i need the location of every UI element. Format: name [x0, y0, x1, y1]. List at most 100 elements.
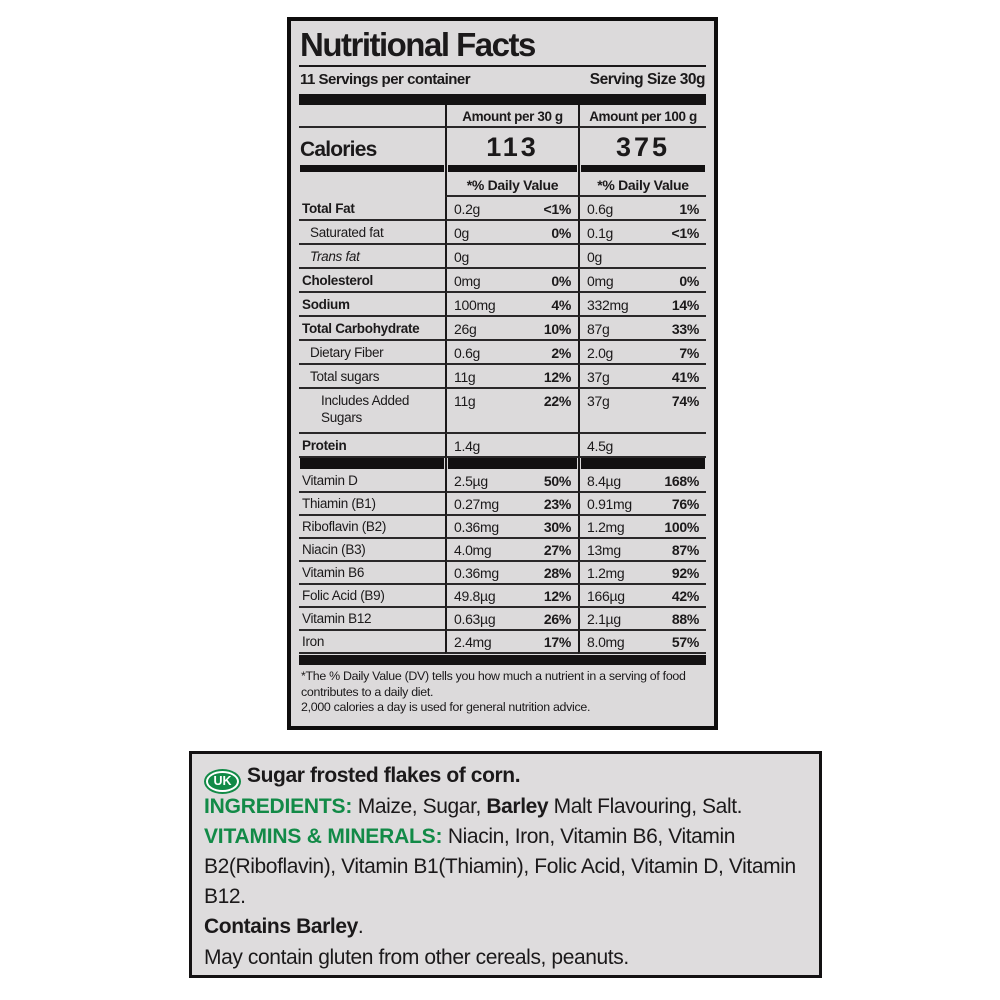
value-cell: 0.6g 2% — [445, 340, 578, 365]
nutrient-row: Saturated fat 0g 0% 0.1g <1% — [299, 220, 706, 245]
value-cell: 0.36mg 28% — [445, 561, 578, 585]
amount-value: 8.0mg — [587, 633, 625, 650]
footnote-divider-bar — [299, 654, 706, 665]
daily-value-percent: <1% — [671, 224, 699, 241]
row-label: Thiamin (B1) — [299, 493, 445, 516]
nutrient-row: Sodium 100mg 4% 332mg 14% — [299, 292, 706, 317]
daily-value-percent: 27% — [543, 541, 571, 558]
daily-value-percent: 0% — [551, 224, 571, 241]
amount-value: 0.36mg — [454, 564, 499, 581]
calories-divider-bar — [299, 164, 706, 173]
amount-value: 0.63µg — [454, 610, 496, 627]
daily-value-spacer — [299, 173, 445, 197]
value-cell: 4.0mg 27% — [445, 538, 578, 562]
header-divider-bar — [299, 93, 706, 105]
row-label: Sodium — [299, 293, 445, 317]
value-cell: 0mg 0% — [445, 268, 578, 293]
vitamin-row: Vitamin B12 0.63µg 26% 2.1µg 88% — [299, 607, 706, 631]
daily-value-percent: 0% — [551, 272, 571, 289]
amount-value: 2.5µg — [454, 472, 488, 489]
daily-value-percent: 22% — [543, 392, 571, 409]
nutrient-row: Dietary Fiber 0.6g 2% 2.0g 7% — [299, 340, 706, 365]
footnote-calories: 2,000 calories a day is used for general… — [301, 700, 591, 715]
row-label: Total Carbohydrate — [299, 317, 445, 341]
daily-value-header-100g: *% Daily Value — [578, 172, 706, 197]
amount-value: 0mg — [454, 272, 481, 289]
amount-value: 2.1µg — [587, 610, 621, 627]
daily-value-percent: 30% — [543, 518, 571, 535]
amount-value: 87g — [587, 320, 610, 337]
row-label: Niacin (B3) — [299, 539, 445, 562]
value-cell: 100mg 4% — [445, 292, 578, 317]
servings-row: 11 Servings per container Serving Size 3… — [299, 67, 706, 94]
value-cell: 37g 74% — [578, 388, 706, 434]
amount-value: 0g — [587, 248, 602, 265]
nutrient-row: Total sugars 11g 12% 37g 41% — [299, 364, 706, 389]
amount-value: 1.2mg — [587, 564, 625, 581]
amount-value: 332mg — [587, 296, 629, 313]
value-cell: 13mg 87% — [578, 538, 706, 562]
text-run: . — [357, 915, 364, 939]
row-label: Trans fat — [299, 245, 445, 269]
text-run: INGREDIENTS: — [204, 794, 358, 818]
amount-value: 0.91mg — [587, 495, 632, 512]
amount-value: 1.2mg — [587, 518, 625, 535]
product-name-line: UK Sugar frosted flakes of corn. — [204, 761, 807, 792]
row-label: Vitamin D — [299, 470, 445, 493]
value-cell: 49.8µg 12% — [445, 584, 578, 608]
bar-segment — [445, 457, 578, 470]
calories-row: Calories 113 375 — [299, 127, 706, 165]
daily-value-percent: 23% — [543, 495, 571, 512]
row-label: Vitamin B6 — [299, 562, 445, 585]
amount-header-spacer — [299, 105, 445, 128]
text-run: May contain gluten from other cereals, p… — [204, 945, 629, 969]
row-label: Total sugars — [299, 365, 445, 389]
daily-value-percent: 168% — [664, 472, 699, 489]
nutrient-rows: Total Fat 0.2g <1% 0.6g 1% Saturated fat 0g 0% 0… — [299, 196, 706, 458]
bar-segment — [299, 164, 445, 173]
amount-value: 100mg — [454, 296, 496, 313]
nutrient-row: Total Carbohydrate 26g 10% 87g 33% — [299, 316, 706, 341]
daily-value-percent: 1% — [679, 200, 699, 217]
ingredients-line: INGREDIENTS: Maize, Sugar, Barley Malt F… — [204, 792, 807, 822]
value-cell: 8.4µg 168% — [578, 469, 706, 493]
text-run: Contains Barley — [204, 915, 358, 939]
value-cell: 0g 0% — [445, 220, 578, 245]
nutrient-row: Includes Added Sugars 11g 22% 37g 74% — [299, 388, 706, 434]
daily-value-percent: 87% — [671, 541, 699, 558]
amount-per-30g-header: Amount per 30 g — [445, 104, 578, 128]
text-run: Niacin, Iron, Vitamin B6, Vitamin B2(Rib… — [204, 824, 796, 909]
row-label: Includes Added Sugars — [299, 389, 445, 434]
vitamin-row: Vitamin D 2.5µg 50% 8.4µg 168% — [299, 469, 706, 493]
value-cell: 0.91mg 76% — [578, 492, 706, 516]
uk-badge-icon: UK — [206, 770, 239, 792]
value-cell: 0.36mg 30% — [445, 515, 578, 539]
amount-value: 0.27mg — [454, 495, 499, 512]
row-label: Protein — [299, 434, 445, 458]
amount-value: 0g — [454, 248, 469, 265]
vitamin-row: Niacin (B3) 4.0mg 27% 13mg 87% — [299, 538, 706, 562]
nutrient-row: Cholesterol 0mg 0% 0mg 0% — [299, 268, 706, 293]
row-label: Riboflavin (B2) — [299, 516, 445, 539]
bar-segment — [578, 164, 706, 173]
value-cell: 11g 12% — [445, 364, 578, 389]
daily-value-header-30g: *% Daily Value — [445, 172, 578, 197]
amount-value: 37g — [587, 368, 610, 385]
vitamin-section-divider-bar — [299, 457, 706, 470]
row-label: Folic Acid (B9) — [299, 585, 445, 608]
daily-value-percent: 76% — [671, 495, 699, 512]
amount-value: 0.6g — [587, 200, 614, 217]
bar-segment — [445, 164, 578, 173]
amount-value: 49.8µg — [454, 587, 496, 604]
amount-value: 2.4mg — [454, 633, 492, 650]
value-cell: 332mg 14% — [578, 292, 706, 317]
daily-value-percent: 88% — [671, 610, 699, 627]
daily-value-percent: 10% — [543, 320, 571, 337]
footnote: *The % Daily Value (DV) tells you how mu… — [299, 665, 706, 717]
daily-value-percent: 26% — [543, 610, 571, 627]
row-label: Cholesterol — [299, 269, 445, 293]
calories-label: Calories — [300, 137, 377, 161]
value-cell: 0.6g 1% — [578, 196, 706, 221]
serving-size: Serving Size 30g — [589, 70, 706, 88]
